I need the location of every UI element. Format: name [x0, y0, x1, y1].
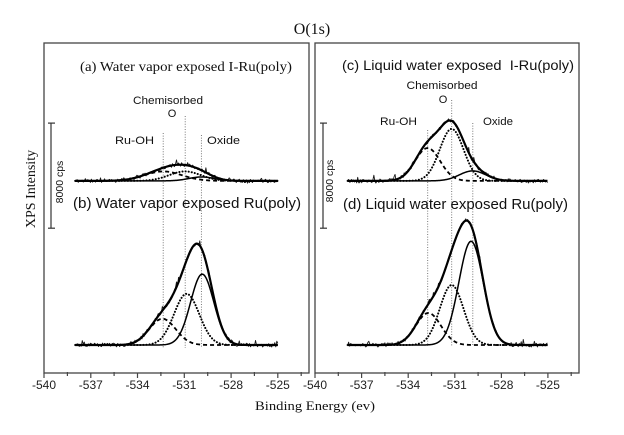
- scale-bar-label: 8000 cps: [324, 160, 336, 203]
- x-tick-label: -537: [79, 378, 103, 392]
- spectrum-b: [74, 240, 279, 348]
- plot-frame-right: [314, 42, 580, 374]
- spectrum-a-envelope-fit: [75, 163, 278, 182]
- scale-bar-label: 8000 cps: [54, 161, 66, 204]
- peak-label-oxide: Oxide: [207, 135, 240, 147]
- spectrum-d-label: (d) Liquid water exposed Ru(poly): [343, 197, 568, 213]
- peak-label-chemisorbed-o: O: [439, 94, 448, 106]
- scale-bar-left: [48, 122, 55, 229]
- x-tick-label: -534: [125, 378, 149, 392]
- spectra-right: [346, 118, 549, 348]
- x-axis-left: -540 -537 -534 -531 -528 -525: [32, 372, 302, 392]
- peak-label-ru-oh: Ru-OH: [115, 135, 154, 147]
- x-axis-right: -540 -537 -534 -531 -528 -525: [303, 372, 572, 392]
- spectra-left: [74, 159, 279, 348]
- spectrum-c-envelope-fit: [347, 119, 548, 182]
- reference-lines-left: [162, 116, 202, 348]
- scale-bar-right: [320, 122, 327, 229]
- peak-label-oxide: Oxide: [483, 116, 513, 128]
- x-tick-label: -525: [536, 378, 560, 392]
- spectrum-d: [346, 218, 549, 348]
- panel-left: -540 -537 -534 -531 -528 -525 8000 cps (a) Wa…: [32, 42, 310, 392]
- spectrum-a: [74, 159, 279, 184]
- peak-label-ru-oh: Ru-OH: [380, 116, 417, 128]
- peak-label-chemisorbed: Chemisorbed: [133, 95, 203, 107]
- spectrum-d-envelope-fit: [347, 219, 548, 347]
- spectrum-c-label: (c) Liquid water exposed I-Ru(poly): [342, 57, 574, 73]
- peak-label-chemisorbed: Chemisorbed: [407, 80, 478, 92]
- chart-title: O(1s): [294, 21, 330, 38]
- spectrum-c: [346, 118, 549, 184]
- y-axis-label: XPS Intensity: [24, 150, 39, 228]
- x-tick-label: -528: [489, 378, 513, 392]
- peak-label-chemisorbed-o: O: [168, 108, 177, 120]
- spectrum-b-envelope-fit: [75, 242, 278, 347]
- spectrum-a-label: (a) Water vapor exposed I-Ru(poly): [80, 60, 292, 75]
- x-tick-label: -540: [32, 378, 56, 392]
- x-tick-label: -528: [219, 378, 243, 392]
- x-tick-label: -525: [266, 378, 290, 392]
- panel-right: -540 -537 -534 -531 -528 -525 8000 cps (c) Li…: [303, 42, 580, 392]
- x-tick-label: -531: [172, 378, 196, 392]
- spectrum-b-label: (b) Water vapor exposed Ru(poly): [73, 196, 301, 212]
- spectrum-b-component-ru-oh: [75, 317, 278, 346]
- x-tick-label: -540: [303, 378, 327, 392]
- x-tick-label: -537: [350, 378, 374, 392]
- x-axis-label: Binding Energy (ev): [255, 398, 375, 413]
- plot-frame-left: [43, 42, 310, 374]
- x-tick-label: -531: [443, 378, 467, 392]
- x-tick-label: -534: [396, 378, 420, 392]
